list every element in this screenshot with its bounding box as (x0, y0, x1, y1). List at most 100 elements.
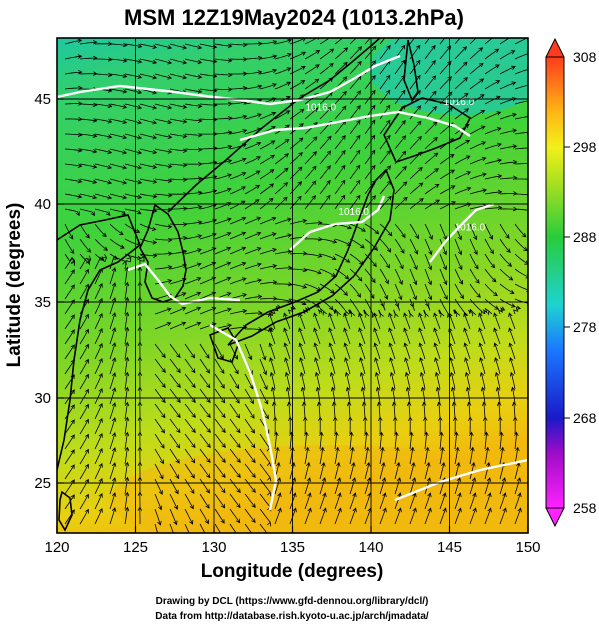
wind-arrow (364, 477, 372, 495)
wind-arrow (379, 298, 386, 311)
wind-arrow (199, 493, 210, 509)
wind-arrow (259, 388, 269, 405)
wind-arrow (269, 357, 276, 375)
wind-arrow (79, 358, 89, 375)
wind-arrow (514, 193, 528, 197)
wind-arrow (214, 448, 226, 463)
y-tick-label: 45 (34, 91, 51, 108)
wind-arrow (229, 373, 240, 390)
wind-arrow (439, 492, 447, 510)
wind-arrow (274, 265, 293, 271)
wind-arrow (199, 343, 210, 359)
wind-arrow (259, 279, 278, 285)
wind-arrow (137, 476, 143, 494)
wind-arrow (94, 417, 103, 435)
wind-arrow (329, 371, 336, 390)
wind-arrow (79, 388, 89, 405)
wind-arrow (409, 74, 421, 90)
wind-arrow (379, 492, 387, 510)
wind-arrow (274, 196, 288, 210)
wind-arrow (334, 461, 341, 480)
wind-arrow (94, 282, 103, 300)
wind-arrow (499, 507, 507, 525)
coastline-japan-honshu (227, 168, 395, 346)
wind-arrow (453, 309, 461, 317)
wind-arrow (199, 463, 211, 479)
wind-arrow (435, 386, 441, 405)
wind-arrow (379, 44, 391, 60)
wind-arrow (124, 356, 130, 375)
wind-arrow (109, 477, 117, 495)
wind-arrow (479, 357, 486, 375)
wind-arrow (94, 477, 103, 495)
wind-arrow (304, 461, 311, 480)
wind-arrow (424, 152, 439, 165)
wind-arrow (274, 477, 282, 495)
wind-arrow (439, 185, 456, 195)
wind-arrow (79, 313, 89, 330)
wind-arrow (284, 357, 291, 375)
wind-arrow (64, 238, 75, 254)
wind-arrow (154, 373, 166, 388)
wind-arrow (286, 401, 292, 420)
wind-arrow (259, 68, 278, 75)
wind-arrow (403, 312, 411, 330)
wind-arrow (493, 312, 501, 330)
wind-arrow (137, 431, 143, 449)
wind-arrow (379, 89, 391, 105)
wind-arrow (403, 327, 411, 345)
wind-arrow (409, 283, 417, 301)
wind-arrow (274, 53, 292, 60)
wind-arrow (109, 267, 117, 285)
wind-arrow (379, 253, 390, 269)
wind-arrow (454, 38, 461, 45)
wind-arrow (124, 163, 143, 170)
wind-arrow (374, 371, 381, 390)
wind-arrow (334, 179, 346, 195)
wind-arrow (493, 342, 501, 360)
wind-arrow (373, 342, 381, 360)
wind-arrow (64, 163, 83, 168)
wind-arrow (214, 523, 221, 533)
wind-arrow (199, 418, 211, 433)
wind-arrow (274, 446, 280, 465)
wind-arrow (334, 194, 346, 210)
wind-arrow (364, 89, 376, 105)
wind-arrow (79, 133, 98, 138)
colorbar-label: 298 (573, 139, 597, 155)
colorbar-label: 288 (573, 229, 597, 245)
wind-arrow (334, 477, 342, 495)
wind-arrow (379, 38, 386, 45)
wind-arrow (334, 283, 348, 297)
coastline-russia (167, 38, 381, 213)
wind-arrow (454, 238, 463, 256)
wind-arrow (94, 387, 103, 405)
wind-arrow (79, 403, 89, 420)
wind-arrow (464, 371, 471, 390)
wind-arrow (169, 306, 187, 315)
wind-arrow (389, 357, 396, 375)
wind-arrow (469, 507, 477, 525)
wind-arrow (349, 477, 357, 495)
wind-arrow (64, 69, 83, 75)
wind-arrow (154, 178, 173, 184)
wind-arrow (109, 342, 117, 360)
wind-arrow (94, 72, 113, 78)
wind-arrow (274, 249, 293, 255)
wind-arrow (184, 73, 203, 79)
wind-arrow (499, 112, 517, 120)
wind-arrow (79, 178, 98, 184)
wind-arrow (319, 298, 334, 311)
isobar-north (57, 54, 401, 106)
wind-arrow (495, 386, 501, 405)
wind-arrow (79, 283, 89, 300)
wind-arrow (259, 448, 272, 467)
wind-arrow (349, 507, 357, 525)
wind-arrow (64, 147, 83, 153)
wind-arrow (229, 85, 248, 91)
wind-arrow (298, 327, 306, 345)
wind-arrow (244, 216, 262, 225)
wind-arrow (124, 506, 130, 525)
wind-arrow (344, 357, 351, 375)
wind-arrow (423, 309, 429, 318)
